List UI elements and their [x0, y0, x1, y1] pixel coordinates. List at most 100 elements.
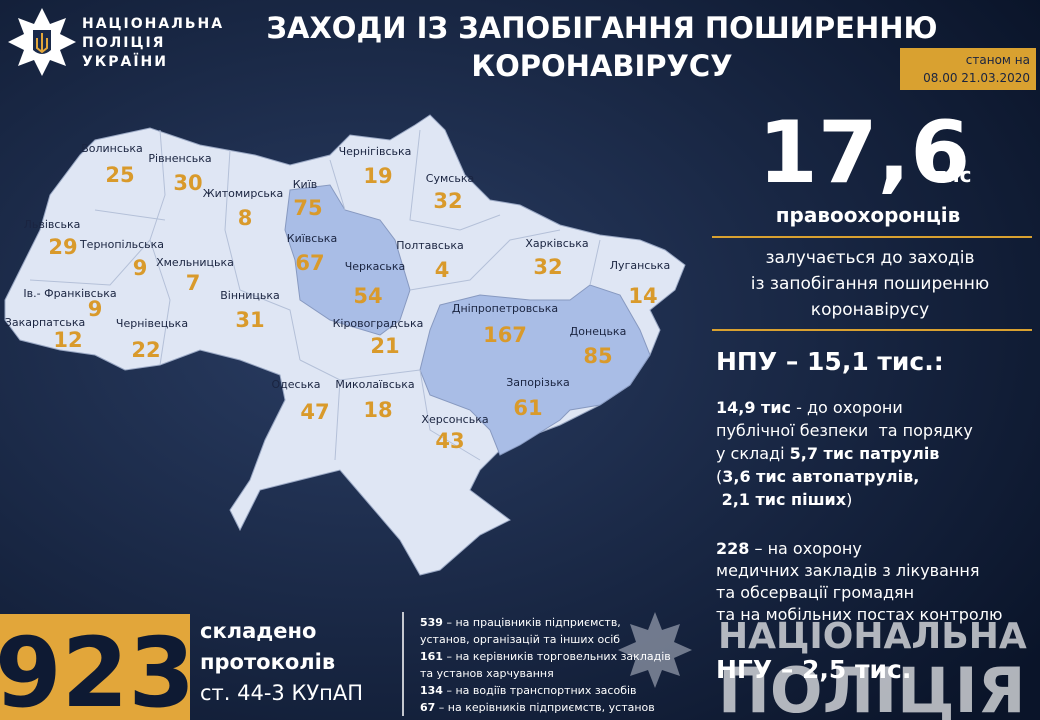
region-name: Київська — [287, 232, 337, 245]
protocol-item: 67 – на керівників підприємств, установ — [420, 701, 655, 714]
region-name: Волинська — [81, 142, 143, 155]
text-segment: публічної безпеки та порядку — [716, 421, 973, 440]
text-segment: – на працівників підприємств, — [443, 616, 621, 629]
region-value: 7 — [186, 271, 201, 295]
title: ЗАХОДИ ІЗ ЗАПОБІГАННЯ ПОШИРЕННЮ — [266, 11, 937, 45]
region-value: 19 — [363, 164, 392, 188]
public-order-line: (3,6 тис автопатрулів, — [716, 467, 919, 486]
text-segment: ) — [846, 490, 852, 509]
region-value: 21 — [370, 334, 399, 358]
text-segment: – на охорону — [749, 539, 861, 558]
region-name: Тернопільська — [79, 238, 164, 251]
region-value: 8 — [238, 206, 253, 230]
region-value: 25 — [105, 163, 134, 187]
region-name: Київ — [293, 178, 318, 191]
region-value: 4 — [435, 258, 450, 282]
region-value: 29 — [48, 235, 77, 259]
text-segment: медичних закладів з лікування — [716, 561, 979, 580]
medical-line: та на мобільних постах контролю — [716, 605, 1002, 624]
region-value: 14 — [628, 284, 657, 308]
region-value: 32 — [533, 255, 562, 279]
region-value: 12 — [53, 328, 82, 352]
medical-line: та обсервації громадян — [716, 583, 914, 602]
region-value: 18 — [363, 398, 392, 422]
region-name: Чернігівська — [339, 145, 412, 158]
medical-line: медичних закладів з лікування — [716, 561, 979, 580]
text-segment: – на керівників підприємств, установ — [435, 701, 654, 714]
date-value: 08.00 21.03.2020 — [923, 71, 1030, 85]
watermark: НАЦІОНАЛЬНА ПОЛІЦІЯ — [618, 612, 1027, 720]
title: КОРОНАВІРУСУ — [471, 49, 732, 83]
text-segment: – на керівників торговельних закладів — [443, 650, 671, 663]
region-name: Львівська — [24, 218, 81, 231]
text-segment: та обсервації громадян — [716, 583, 914, 602]
public-order-line: 2,1 тис піших) — [716, 490, 852, 509]
public-order-line: публічної безпеки та порядку — [716, 421, 973, 440]
region-value: 32 — [433, 189, 462, 213]
text-segment: у складі — [716, 444, 790, 463]
total: 17,6 — [758, 103, 970, 203]
watermark-line: ПОЛІЦІЯ — [718, 654, 1026, 720]
text-segment: ( — [716, 467, 722, 486]
protocol-text: протоколів — [200, 650, 335, 674]
description: коронавірусу — [811, 300, 929, 320]
date-box — [900, 48, 1036, 90]
text-segment: – на водіїв транспортних засобів — [443, 684, 637, 697]
region-name: Донецька — [570, 325, 627, 338]
region-value: 67 — [295, 251, 324, 275]
region-name: Запорізька — [506, 376, 569, 389]
public-order-line: у складі 5,7 тис патрулів — [716, 444, 939, 463]
total-unit: тис — [934, 163, 971, 187]
description: залучається до заходів — [765, 248, 974, 268]
npu-title: НПУ – 15,1 тис.: — [716, 347, 944, 376]
region-name: Дніпропетровська — [452, 302, 558, 315]
region-value: 47 — [300, 400, 329, 424]
region-name: Черкаська — [345, 260, 406, 273]
region-name: Чернівецька — [116, 317, 188, 330]
protocol-item: 539 – на працівників підприємств, — [420, 616, 621, 629]
region-name: Закарпатська — [5, 316, 85, 329]
text-segment: та установ харчування — [420, 667, 554, 680]
protocol-text: складено — [200, 619, 316, 643]
medical-line: 228 – на охорону — [716, 539, 862, 558]
region-name: Сумська — [426, 172, 474, 185]
description: із запобігання поширенню — [751, 274, 989, 294]
logo-line: УКРАЇНИ — [82, 53, 168, 70]
protocol-item: установ, організацій та інших осіб — [420, 633, 620, 646]
region-name: Вінницька — [220, 289, 280, 302]
region-value: 30 — [173, 171, 202, 195]
region-value: 167 — [483, 323, 527, 347]
region-value: 43 — [435, 429, 464, 453]
region-name: Луганська — [610, 259, 670, 272]
logo — [8, 8, 76, 76]
protocol-text: ст. 44-3 КУпАП — [200, 681, 363, 705]
text-segment: 539 — [420, 616, 443, 629]
date-label: станом на — [966, 53, 1030, 67]
protocol-item: та установ харчування — [420, 667, 554, 680]
text-segment: 5,7 тис патрулів — [790, 444, 940, 463]
region-value: 85 — [583, 344, 612, 368]
protocol-item: 161 – на керівників торговельних закладі… — [420, 650, 671, 663]
highlight-region — [419, 284, 651, 456]
text-segment: 67 — [420, 701, 435, 714]
region-value: 61 — [513, 396, 542, 420]
protocol-item: 134 – на водіїв транспортних засобів — [420, 684, 637, 697]
region-name: Херсонська — [421, 413, 488, 426]
region-name: Рівненська — [148, 152, 211, 165]
text-segment: - до охорони — [791, 398, 903, 417]
region-name: Кіровоградська — [333, 317, 424, 330]
public-order-line: 14,9 тис - до охорони — [716, 398, 903, 417]
text-segment: 228 — [716, 539, 749, 558]
protocol-box — [0, 614, 190, 720]
text-segment: та на мобільних постах контролю — [716, 605, 1002, 624]
logo-text: НАЦІОНАЛЬНА ПОЛІЦІЯ УКРАЇНИ — [82, 16, 222, 70]
watermark-line: НАЦІОНАЛЬНА — [718, 616, 1027, 657]
region-name: Полтавська — [396, 239, 464, 252]
region-value: 22 — [131, 338, 160, 362]
total-subject: правоохоронців — [776, 203, 961, 227]
text-segment: 161 — [420, 650, 443, 663]
region-name: Хмельницька — [156, 256, 234, 269]
region-name: Миколаївська — [335, 378, 414, 391]
region-value: 9 — [88, 297, 103, 321]
